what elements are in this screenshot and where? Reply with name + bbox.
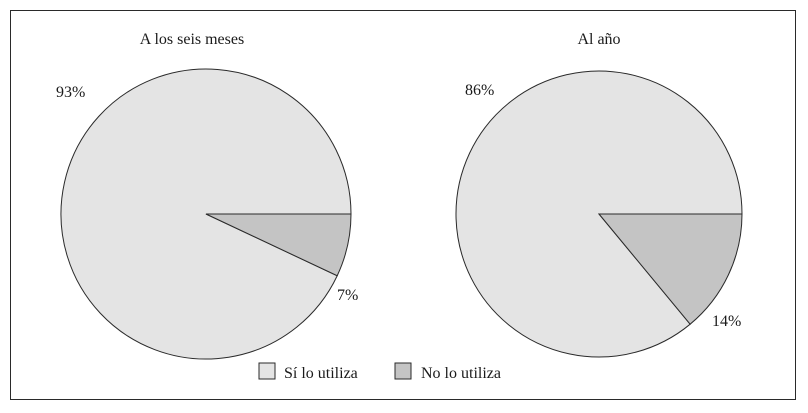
chart-title-six-months: A los seis meses (140, 31, 244, 48)
chart-frame (10, 10, 796, 400)
slice-label-six-months-si: 93% (56, 84, 85, 101)
pie-chart-one-year (455, 70, 743, 358)
pie-slice-one-year-si (455, 70, 743, 358)
chart-title-one-year: Al año (577, 31, 620, 48)
legend-swatch-no (394, 362, 412, 380)
legend-label-si: Sí lo utiliza (284, 365, 358, 382)
pie-slice-six-months-no (205, 213, 352, 277)
legend-swatch-si (258, 362, 276, 380)
legend: Sí lo utiliza No lo utiliza (258, 362, 501, 382)
slice-label-six-months-no: 7% (337, 287, 358, 304)
legend-label-no: No lo utiliza (421, 365, 501, 382)
pie-chart-six-months (60, 68, 352, 360)
slice-label-one-year-no: 14% (712, 313, 741, 330)
pie-slice-one-year-no (597, 213, 743, 325)
slice-label-one-year-si: 86% (465, 82, 494, 99)
